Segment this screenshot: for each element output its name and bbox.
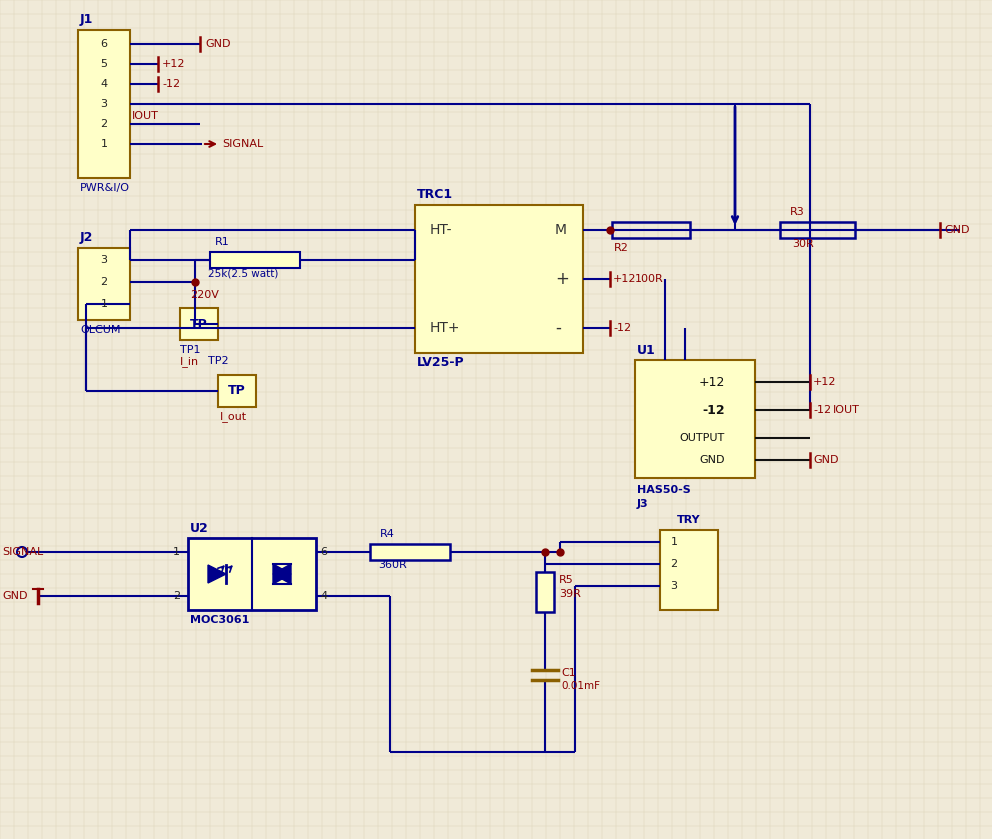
Text: TRC1: TRC1 xyxy=(417,189,453,201)
Text: 1: 1 xyxy=(173,547,180,557)
Text: 1: 1 xyxy=(100,299,107,309)
Text: 6: 6 xyxy=(100,39,107,49)
Text: 2: 2 xyxy=(100,119,107,129)
Text: +: + xyxy=(555,270,568,288)
Text: GND: GND xyxy=(813,455,838,465)
Text: 25k(2.5 watt): 25k(2.5 watt) xyxy=(208,269,279,279)
Text: GND: GND xyxy=(944,225,969,235)
Text: 100R: 100R xyxy=(635,274,664,284)
Text: 1: 1 xyxy=(671,537,678,547)
Text: 0.01mF: 0.01mF xyxy=(561,681,600,691)
Text: 6: 6 xyxy=(320,547,327,557)
Bar xyxy=(188,538,316,610)
Text: 3: 3 xyxy=(671,581,678,591)
Text: R3: R3 xyxy=(790,207,805,217)
Text: 4: 4 xyxy=(100,79,107,89)
Text: J3: J3 xyxy=(637,499,649,509)
Text: HT+: HT+ xyxy=(430,321,460,335)
Text: R2: R2 xyxy=(614,243,629,253)
Text: 5: 5 xyxy=(100,59,107,69)
Text: TP2: TP2 xyxy=(208,356,228,366)
Text: R1: R1 xyxy=(215,237,230,247)
Text: HAS50-S: HAS50-S xyxy=(637,485,690,495)
Text: J2: J2 xyxy=(80,232,93,244)
Text: TP1: TP1 xyxy=(180,345,200,355)
Text: 3: 3 xyxy=(100,255,107,265)
Bar xyxy=(78,30,130,178)
Text: U2: U2 xyxy=(190,522,208,534)
Text: +12: +12 xyxy=(698,376,725,388)
Text: U1: U1 xyxy=(637,343,656,357)
Text: 1: 1 xyxy=(100,139,107,149)
Text: +12: +12 xyxy=(613,274,637,284)
Text: TP: TP xyxy=(190,317,208,331)
Text: IOUT: IOUT xyxy=(132,111,159,121)
Text: 2: 2 xyxy=(100,277,107,287)
Bar xyxy=(536,572,554,612)
Text: PWR&I/O: PWR&I/O xyxy=(80,183,130,193)
Text: -12: -12 xyxy=(613,323,631,333)
Text: 360R: 360R xyxy=(378,560,407,570)
Bar xyxy=(180,308,218,340)
Text: -12: -12 xyxy=(813,405,831,415)
Bar xyxy=(370,544,450,560)
Text: SIGNAL: SIGNAL xyxy=(222,139,263,149)
Text: -12: -12 xyxy=(162,79,181,89)
Bar xyxy=(415,205,583,353)
Text: SIGNAL: SIGNAL xyxy=(2,547,44,557)
Bar xyxy=(218,375,256,407)
Text: IOUT: IOUT xyxy=(833,405,860,415)
Text: GND: GND xyxy=(699,455,725,465)
Text: R5: R5 xyxy=(559,575,573,585)
Bar xyxy=(210,252,300,268)
Text: HT-: HT- xyxy=(430,223,452,237)
Bar xyxy=(660,530,718,610)
Text: 39R: 39R xyxy=(559,589,581,599)
Text: MOC3061: MOC3061 xyxy=(190,615,249,625)
Text: GND: GND xyxy=(2,591,28,601)
Text: LV25-P: LV25-P xyxy=(417,357,464,369)
Text: M: M xyxy=(555,223,567,237)
Text: 3: 3 xyxy=(100,99,107,109)
Text: I_in: I_in xyxy=(180,357,199,367)
Text: 4: 4 xyxy=(320,591,327,601)
Polygon shape xyxy=(273,564,291,584)
Bar xyxy=(635,360,755,478)
Text: 2: 2 xyxy=(671,559,678,569)
Bar xyxy=(780,222,855,238)
Text: -12: -12 xyxy=(702,404,725,416)
Text: 220V: 220V xyxy=(190,290,219,300)
Polygon shape xyxy=(208,565,226,583)
Text: 30R: 30R xyxy=(792,239,813,249)
Text: OUTPUT: OUTPUT xyxy=(680,433,725,443)
Text: +12: +12 xyxy=(162,59,186,69)
Text: J1: J1 xyxy=(80,13,93,27)
Text: TRY: TRY xyxy=(678,515,700,525)
Text: -: - xyxy=(555,319,560,337)
Text: 2: 2 xyxy=(173,591,181,601)
Bar xyxy=(78,248,130,320)
Bar xyxy=(612,222,690,238)
Text: C1: C1 xyxy=(561,668,575,678)
Polygon shape xyxy=(273,564,291,584)
Text: TP: TP xyxy=(228,384,246,398)
Text: I_out: I_out xyxy=(220,412,247,423)
Text: +12: +12 xyxy=(813,377,836,387)
Text: R4: R4 xyxy=(380,529,395,539)
Text: GND: GND xyxy=(205,39,230,49)
Text: OLCUM: OLCUM xyxy=(80,325,120,335)
